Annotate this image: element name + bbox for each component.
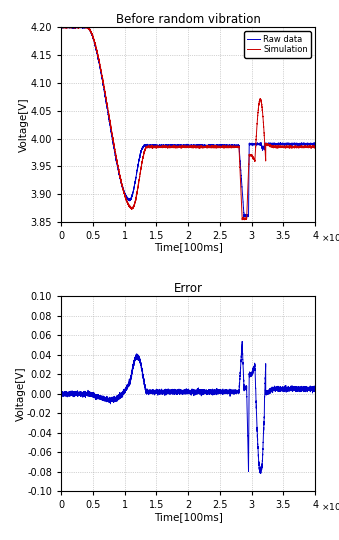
Y-axis label: Voltage[V]: Voltage[V] — [16, 367, 26, 421]
Raw data — [59, 23, 63, 30]
Raw data — [245, 214, 249, 220]
Line: Raw data: Raw data — [61, 26, 315, 217]
Simulation — [151, 143, 155, 150]
Simulation — [59, 24, 63, 30]
Y-axis label: Voltage[V]: Voltage[V] — [19, 97, 29, 152]
Simulation — [261, 116, 265, 123]
Title: Before random vibration: Before random vibration — [116, 13, 261, 26]
Raw data — [72, 24, 76, 30]
Simulation — [72, 24, 76, 30]
Simulation — [242, 217, 246, 223]
Simulation — [83, 22, 87, 29]
Simulation — [221, 142, 225, 149]
Raw data — [313, 140, 317, 147]
Raw data — [210, 142, 214, 149]
Simulation — [313, 144, 317, 150]
Raw data — [247, 141, 252, 147]
Raw data — [69, 23, 73, 29]
Line: Simulation: Simulation — [61, 25, 315, 220]
Text: $\times10^4$: $\times10^4$ — [321, 231, 339, 244]
X-axis label: Time[100ms]: Time[100ms] — [154, 242, 223, 253]
Title: Error: Error — [174, 282, 203, 295]
Simulation — [247, 152, 252, 159]
Raw data — [261, 144, 265, 151]
X-axis label: Time[100ms]: Time[100ms] — [154, 512, 223, 522]
Legend: Raw data, Simulation: Raw data, Simulation — [244, 31, 311, 57]
Raw data — [221, 142, 225, 149]
Raw data — [151, 143, 155, 149]
Text: $\times10^4$: $\times10^4$ — [321, 501, 339, 513]
Simulation — [210, 143, 214, 150]
